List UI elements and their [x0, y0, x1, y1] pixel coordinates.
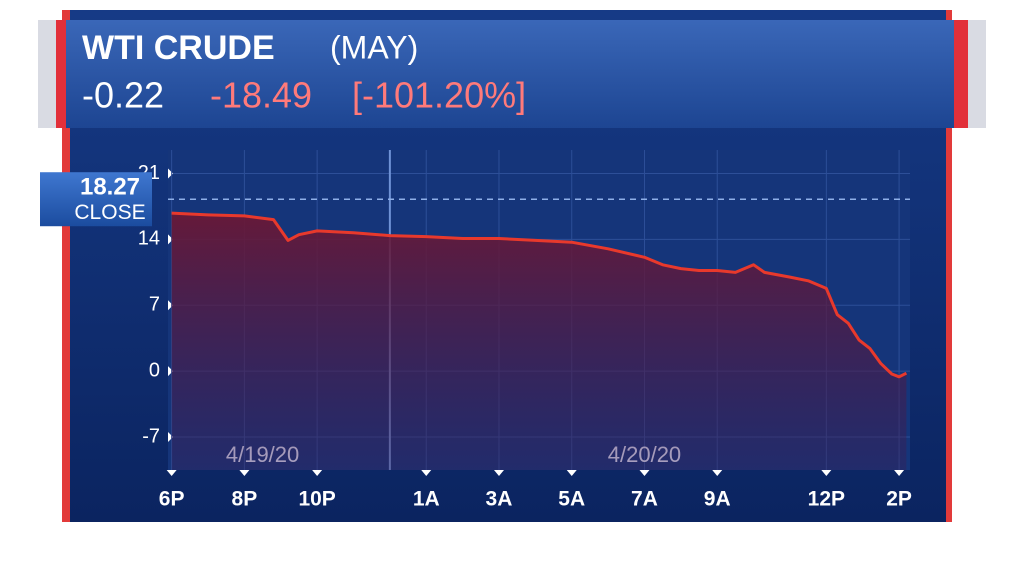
price-line	[171, 211, 908, 379]
y-tick-mark	[168, 234, 173, 245]
x-tick-label: 8P	[232, 488, 258, 511]
x-tick-mark	[639, 470, 650, 476]
x-tick-mark	[894, 470, 905, 476]
x-tick-label: 10P	[298, 488, 335, 511]
x-tick-mark	[821, 470, 832, 476]
close-label: CLOSE	[74, 201, 145, 224]
close-tag	[40, 172, 152, 227]
x-tick-mark	[566, 470, 577, 476]
header-right-red	[954, 20, 968, 128]
area	[171, 213, 907, 470]
x-tick-label: 5A	[558, 488, 585, 511]
close-value: 18.27	[80, 174, 140, 201]
x-tick-label: 1A	[413, 488, 440, 511]
y-tick-label: 7	[149, 294, 160, 316]
y-tick-mark	[168, 168, 173, 179]
header-left-red	[56, 20, 68, 128]
y-tick-label: 0	[149, 359, 160, 381]
y-tick-label: 14	[138, 228, 160, 250]
x-tick-label: 12P	[808, 488, 845, 511]
x-tick-label: 6P	[159, 488, 185, 511]
x-tick-mark	[421, 470, 432, 476]
x-tick-label: 3A	[486, 488, 513, 511]
x-tick-label: 2P	[886, 488, 912, 511]
x-tick-mark	[312, 470, 323, 476]
x-tick-mark	[166, 470, 177, 476]
y-tick-mark	[168, 300, 173, 311]
y-tick-mark	[168, 366, 173, 377]
change: -18.49	[210, 75, 312, 116]
percent-change: [-101.20%]	[352, 75, 526, 116]
x-tick-mark	[239, 470, 250, 476]
y-tick-label: -7	[142, 425, 160, 447]
x-tick-mark	[712, 470, 723, 476]
price: -0.22	[82, 75, 164, 116]
plot: -70714216P8P10P1A3A5A7A9A12P2P4/19/204/2…	[138, 150, 912, 511]
x-tick-mark	[493, 470, 504, 476]
header-band	[66, 20, 954, 128]
y-tick-mark	[168, 432, 173, 443]
x-tick-label: 9A	[704, 488, 731, 511]
x-tick-label: 7A	[631, 488, 658, 511]
instrument: WTI CRUDE	[82, 29, 275, 67]
contract: (MAY)	[330, 29, 418, 65]
